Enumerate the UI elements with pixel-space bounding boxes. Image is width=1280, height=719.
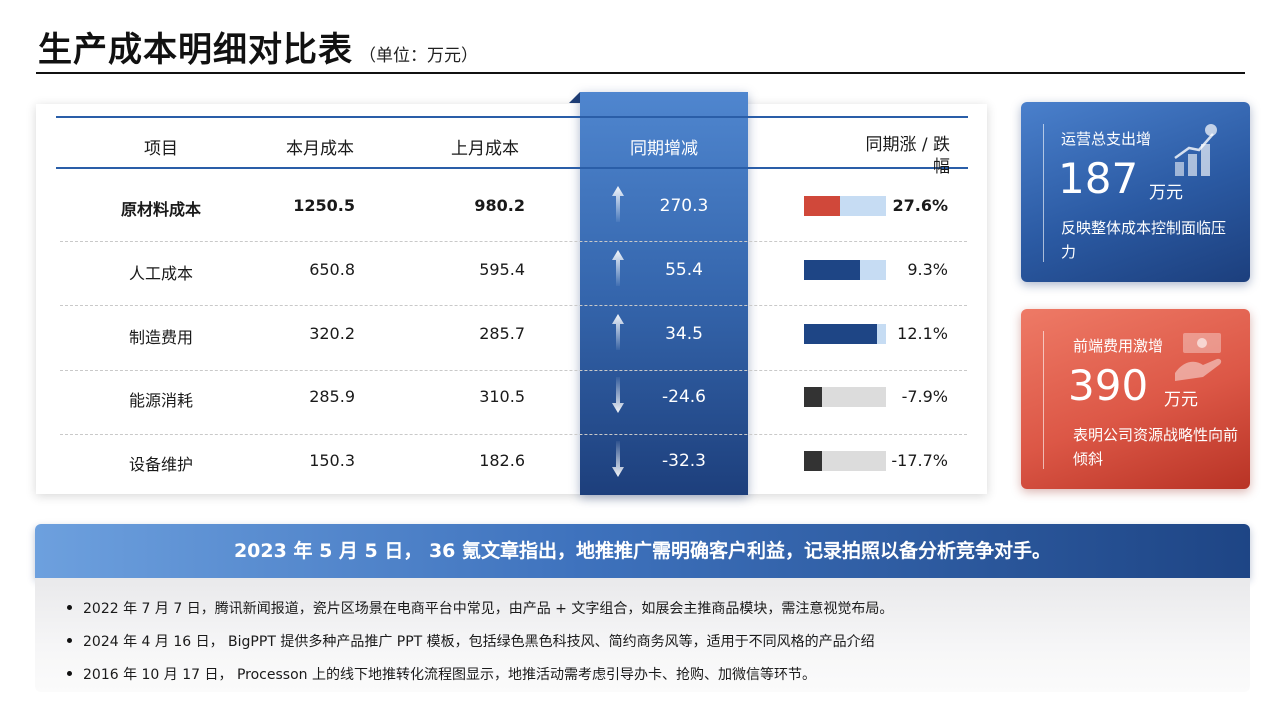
row-change-value: 55.4 xyxy=(665,260,703,280)
note-item: 2016 年 10 月 17 日， Processon 上的线下地推转化流程图显… xyxy=(67,664,816,684)
row-previous-cost: 182.6 xyxy=(479,451,525,470)
table-header-bottom-line xyxy=(56,167,968,169)
kpi-unit: 万元 xyxy=(1149,183,1183,203)
kpi-unit: 万元 xyxy=(1164,390,1198,410)
title-divider xyxy=(36,72,1245,74)
highlight-banner: 2023 年 5 月 5 日， 36 氪文章指出，地推推广需明确客户利益，记录拍… xyxy=(35,524,1250,578)
row-rate-value: 9.3% xyxy=(907,260,948,279)
rate-bar xyxy=(804,196,886,216)
note-text: 2022 年 7 月 7 日，腾讯新闻报道，瓷片区场景在电商平台中常见，由产品 … xyxy=(83,601,894,617)
highlight-column-notch xyxy=(569,92,580,103)
rate-bar xyxy=(804,451,886,471)
header-item: 项目 xyxy=(144,139,178,159)
header-previous: 上月成本 xyxy=(451,139,519,159)
money-hand-icon xyxy=(1175,333,1222,381)
arrow-up-icon xyxy=(612,250,624,286)
bullet-icon xyxy=(67,670,72,676)
note-item: 2022 年 7 月 7 日，腾讯新闻报道，瓷片区场景在电商平台中常见，由产品 … xyxy=(67,598,893,618)
row-change-value: -24.6 xyxy=(662,387,706,407)
kpi-description: 表明公司资源战略性向前倾斜 xyxy=(1073,426,1239,468)
rate-bar-fill xyxy=(804,196,840,216)
row-rate-value: -17.7% xyxy=(891,451,948,470)
kpi-label: 运营总支出增 xyxy=(1061,130,1152,148)
header-current: 本月成本 xyxy=(286,139,354,159)
kpi-value: 390 xyxy=(1068,361,1149,410)
row-item-name: 能源消耗 xyxy=(128,391,193,410)
page-title: 生产成本明细对比表 （单位：万元） xyxy=(38,22,478,71)
rate-bar-fill xyxy=(804,451,822,471)
row-current-cost: 320.2 xyxy=(309,324,355,343)
row-rate-value: 12.1% xyxy=(897,324,948,343)
arrow-up-icon xyxy=(612,314,624,350)
row-item-name: 人工成本 xyxy=(128,264,193,283)
rate-bar-fill xyxy=(804,260,860,280)
row-current-cost: 285.9 xyxy=(309,387,355,406)
row-current-cost: 1250.5 xyxy=(293,196,355,215)
highlight-column xyxy=(580,92,748,495)
rate-bar-fill xyxy=(804,387,822,407)
note-item: 2024 年 4 月 16 日， BigPPT 提供多种产品推广 PPT 模板，… xyxy=(67,631,875,651)
row-rate-value: 27.6% xyxy=(892,196,948,215)
row-current-cost: 150.3 xyxy=(309,451,355,470)
row-change-value: 34.5 xyxy=(665,324,703,344)
rate-bar xyxy=(804,324,886,344)
row-item-name: 设备维护 xyxy=(128,455,193,474)
row-item-name: 原材料成本 xyxy=(120,200,201,219)
kpi-label: 前端费用激增 xyxy=(1073,337,1164,355)
header-rate: 同期涨 / 跌幅 xyxy=(865,135,950,177)
row-previous-cost: 310.5 xyxy=(479,387,525,406)
rate-bar xyxy=(804,387,886,407)
row-divider xyxy=(60,305,967,306)
kpi-description: 反映整体成本控制面临压力 xyxy=(1061,219,1227,261)
growth-chart-icon xyxy=(1174,124,1217,176)
cost-table-card xyxy=(36,104,987,494)
note-text: 2016 年 10 月 17 日， Processon 上的线下地推转化流程图显… xyxy=(83,667,816,683)
rate-bar xyxy=(804,260,886,280)
notes-panel: 2022 年 7 月 7 日，腾讯新闻报道，瓷片区场景在电商平台中常见，由产品 … xyxy=(35,578,1250,692)
row-change-value: -32.3 xyxy=(662,451,706,471)
kpi-value: 187 xyxy=(1058,154,1139,203)
kpi-accent-line xyxy=(1043,331,1044,469)
row-divider xyxy=(60,434,967,435)
arrow-up-icon xyxy=(612,186,624,222)
rate-bar-fill xyxy=(804,324,877,344)
banner-text: 2023 年 5 月 5 日， 36 氪文章指出，地推推广需明确客户利益，记录拍… xyxy=(233,540,1052,562)
row-current-cost: 650.8 xyxy=(309,260,355,279)
page-title-main: 生产成本明细对比表 xyxy=(38,30,353,70)
row-change-value: 270.3 xyxy=(659,196,709,216)
kpi-accent-line xyxy=(1043,124,1044,262)
bullet-icon xyxy=(67,604,72,610)
kpi-card-opex: 运营总支出增 187 万元 反映整体成本控制面临压力 xyxy=(1021,102,1250,282)
row-item-name: 制造费用 xyxy=(128,328,193,347)
kpi-card-frontend-cost: 前端费用激增 390 万元 表明公司资源战略性向前倾斜 xyxy=(1021,309,1250,489)
arrow-down-icon xyxy=(612,377,624,413)
row-rate-value: -7.9% xyxy=(901,387,948,406)
bullet-icon xyxy=(67,637,72,643)
row-previous-cost: 595.4 xyxy=(479,260,525,279)
note-text: 2024 年 4 月 16 日， BigPPT 提供多种产品推广 PPT 模板，… xyxy=(83,634,875,650)
row-divider xyxy=(60,241,967,242)
table-header-top-line xyxy=(56,116,968,118)
row-previous-cost: 285.7 xyxy=(479,324,525,343)
page-title-unit: （单位：万元） xyxy=(359,46,478,66)
row-previous-cost: 980.2 xyxy=(474,196,525,215)
arrow-down-icon xyxy=(612,441,624,477)
header-change: 同期增减 xyxy=(630,139,698,159)
row-divider xyxy=(60,370,967,371)
